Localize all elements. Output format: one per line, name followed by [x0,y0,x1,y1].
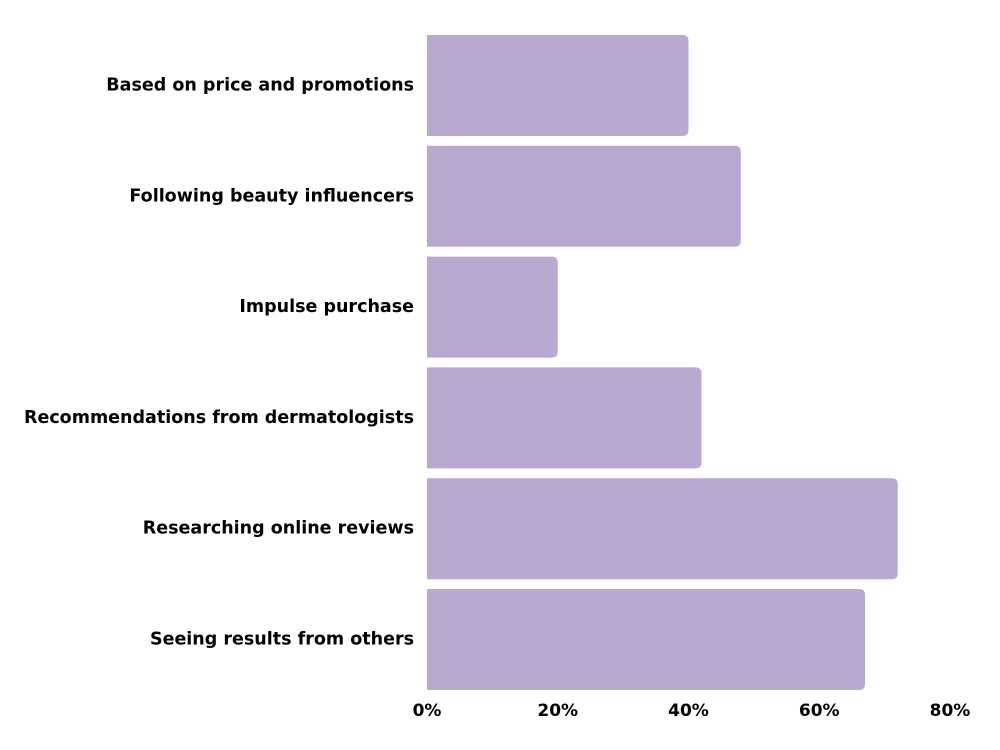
category-label-researching-online-reviews: Researching online reviews [143,519,414,539]
x-tick-label-60: 60% [799,701,840,721]
bar-recommendations-from-dermatologists [427,367,702,469]
category-labels: Based on price and promotions Following b… [24,76,414,650]
category-label-based-on-price-and-promotions: Based on price and promotions [106,76,414,96]
bars-layer [427,35,898,690]
category-label-following-beauty-influencers: Following beauty influencers [129,186,414,206]
category-label-seeing-results-from-others: Seeing results from others [150,630,414,650]
bar-researching-online-reviews [427,478,898,580]
x-tick-label-20: 20% [537,701,578,721]
bar-following-beauty-influencers [427,145,741,247]
bar-seeing-results-from-others [427,589,866,690]
category-label-recommendations-from-dermatologists: Recommendations from dermatologists [24,408,414,428]
bar-based-on-price-and-promotions [427,35,689,136]
x-tick-label-40: 40% [668,701,709,721]
bar-impulse-purchase [427,256,558,358]
x-tick-label-0: 0% [413,701,442,721]
x-axis-tick-labels: 0% 20% 40% 60% 80% [413,701,971,721]
x-tick-label-80: 80% [930,701,971,721]
category-label-impulse-purchase: Impulse purchase [239,297,414,317]
